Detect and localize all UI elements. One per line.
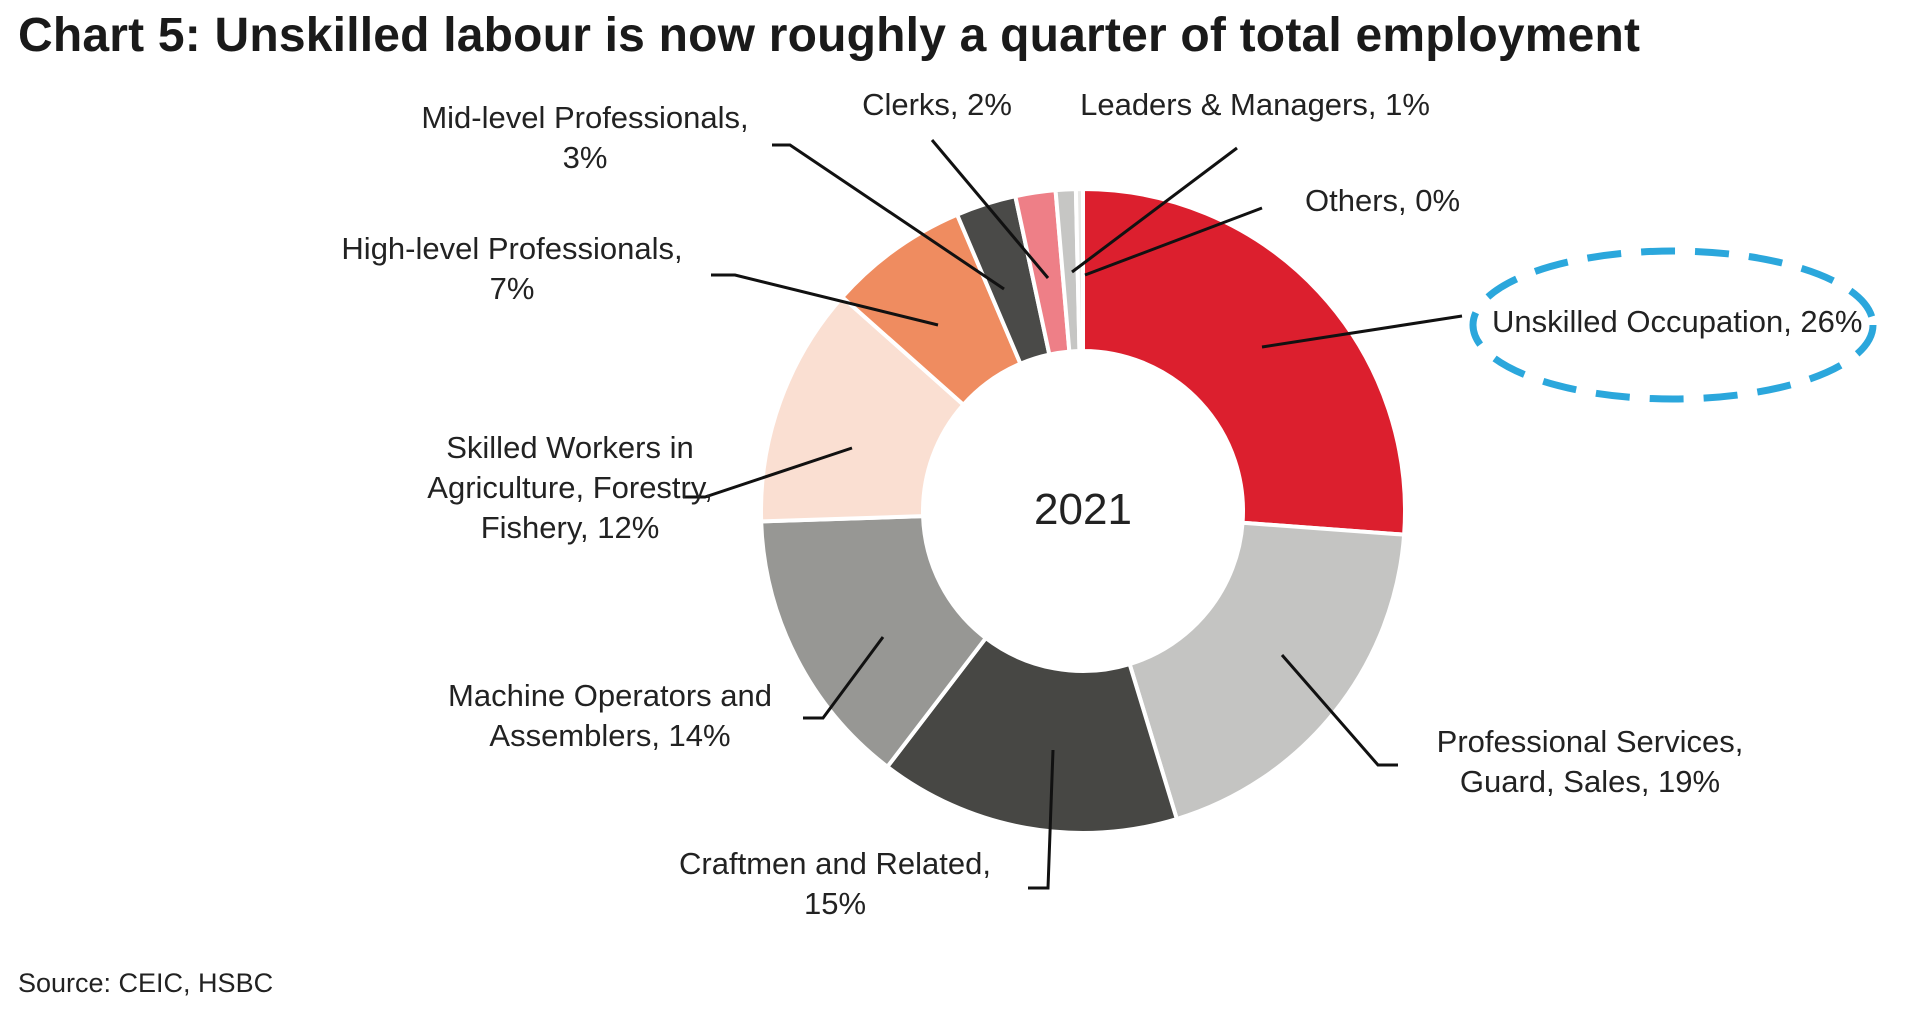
leader-line-professional-services-guard-sales-19: [1280, 654, 1398, 767]
chart-title: Chart 5: Unskilled labour is now roughly…: [18, 9, 1641, 62]
slice-label-machine-operators-and-assemblers-14: Machine Operators and Assemblers, 14%: [448, 678, 772, 753]
slice-label-line: 15%: [804, 886, 866, 921]
leader-line-high-level-professionals-7: [711, 273, 939, 327]
slice-label-skilled-workers-in-agriculture-forestry-fishery-12: Skilled Workers in Agriculture, Forestry,…: [427, 430, 712, 545]
slice-labels: Unskilled Occupation, 26% Professional Se…: [341, 87, 1862, 921]
slice-label-line: High-level Professionals,: [341, 231, 682, 266]
highlight-ellipse: [1469, 247, 1877, 403]
slice-label-leaders-managers-1: Leaders & Managers, 1%: [1080, 87, 1430, 122]
slice-label-line: Craftmen and Related,: [679, 846, 991, 881]
slice-label-unskilled-occupation-26: Unskilled Occupation, 26%: [1492, 304, 1862, 339]
slice-label-line: Machine Operators and: [448, 678, 772, 713]
slice-label-line: Agriculture, Forestry,: [427, 470, 712, 505]
slice-unskilled-occupation-26: [1081, 187, 1407, 537]
slice-label-line: Clerks, 2%: [862, 87, 1012, 122]
slice-label-others-0: Others, 0%: [1305, 183, 1460, 218]
slice-label-line: Others, 0%: [1305, 183, 1460, 218]
slice-professional-services-guard-sales-19: [1127, 520, 1407, 822]
slice-label-high-level-professionals-7: High-level Professionals, 7%: [341, 231, 682, 306]
slice-label-line: Leaders & Managers, 1%: [1080, 87, 1430, 122]
leader-line-machine-operators-and-assemblers-14: [803, 636, 885, 720]
leader-line-craftmen-and-related-15: [1028, 749, 1055, 890]
slice-label-line: Assemblers, 14%: [489, 718, 730, 753]
slice-label-line: Fishery, 12%: [481, 510, 660, 545]
slice-others-0: [1073, 187, 1085, 354]
leader-line-others-0: [1084, 206, 1263, 277]
slice-craftmen-and-related-15: [885, 636, 1179, 835]
slice-label-line: Mid-level Professionals,: [421, 100, 748, 135]
slice-label-professional-services-guard-sales-19: Professional Services, Guard, Sales, 19%: [1437, 724, 1744, 799]
leader-line-mid-level-professionals-3: [772, 143, 1005, 291]
slice-label-craftmen-and-related-15: Craftmen and Related, 15%: [679, 846, 991, 921]
source-note: Source: CEIC, HSBC: [18, 968, 274, 998]
slice-label-clerks-2: Clerks, 2%: [862, 87, 1012, 122]
slice-label-mid-level-professionals-3: Mid-level Professionals, 3%: [421, 100, 748, 175]
leader-line-leaders-managers-1: [1071, 146, 1238, 274]
center-label: 2021: [1034, 485, 1132, 534]
leader-line-unskilled-occupation-26: [1261, 314, 1463, 349]
leader-lines: [683, 139, 1463, 890]
leader-line-clerks-2: [930, 139, 1050, 279]
slice-label-line: 7%: [490, 271, 535, 306]
slice-label-line: Unskilled Occupation, 26%: [1492, 304, 1862, 339]
slice-label-line: Skilled Workers in: [446, 430, 694, 465]
slice-skilled-workers-in-agriculture-forestry-fishery-12: [759, 295, 966, 524]
slice-label-line: Professional Services,: [1437, 724, 1744, 759]
donut-slices: [759, 187, 1407, 835]
slice-label-line: Guard, Sales, 19%: [1460, 764, 1720, 799]
slice-label-line: 3%: [563, 140, 608, 175]
leader-line-skilled-workers-in-agriculture-forestry-fishery-12: [683, 446, 853, 499]
